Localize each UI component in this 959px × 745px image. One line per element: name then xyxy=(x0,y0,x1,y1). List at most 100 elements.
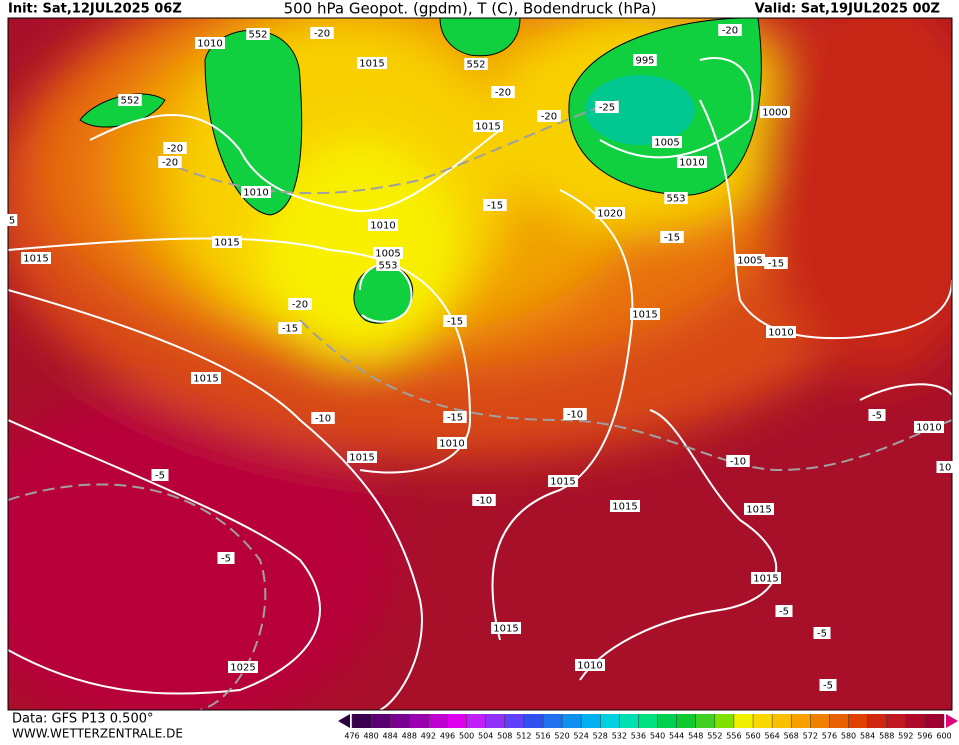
contour-label-box xyxy=(537,110,561,122)
contour-label-box xyxy=(310,27,334,39)
contour-label-box xyxy=(373,247,403,259)
contour-label-box xyxy=(491,622,521,634)
colorbar-segment xyxy=(504,714,524,728)
contour-label-box xyxy=(472,494,496,506)
colorbar-segment xyxy=(581,714,601,728)
contour-label-box xyxy=(744,503,774,515)
contour-label: 1015 xyxy=(746,505,771,516)
contour-label: -15 xyxy=(282,324,298,335)
contour-label: -20 xyxy=(162,158,178,169)
colorbar-label: 568 xyxy=(784,732,799,741)
map-frame xyxy=(7,17,953,711)
map-title: 500 hPa Geopot. (gpdm), T (C), Bodendruc… xyxy=(284,0,657,18)
contour-label: -5 xyxy=(779,607,789,618)
contour-label: 1025 xyxy=(230,663,255,674)
contour-label: 1015 xyxy=(753,574,778,585)
colorbar-segment xyxy=(600,714,620,728)
contour-label: -10 xyxy=(730,457,746,468)
contour-label-box xyxy=(347,451,377,463)
contour-label: -5 xyxy=(823,681,833,692)
colorbar-label: 480 xyxy=(363,732,378,741)
contour-label-box xyxy=(936,461,954,473)
contour-label: -20 xyxy=(722,26,738,37)
contour-label: -10 xyxy=(315,414,331,425)
colorbar-segment xyxy=(562,714,582,728)
colorbar-segment xyxy=(485,714,505,728)
contour-label-box xyxy=(246,28,270,40)
contour-label: -15 xyxy=(768,259,784,270)
contour-label-box xyxy=(775,605,793,617)
colorbar-label: 552 xyxy=(707,732,722,741)
contour-label: 1010 xyxy=(243,188,268,199)
contour-label: -20 xyxy=(292,300,308,311)
colorbar-segment xyxy=(886,714,906,728)
colorbar-segment xyxy=(829,714,849,728)
contour-label: -20 xyxy=(495,88,511,99)
contour-label-box xyxy=(726,455,750,467)
colorbar-label: 476 xyxy=(344,732,359,741)
colorbar-segment xyxy=(695,714,715,728)
colorbar-label: 524 xyxy=(574,732,589,741)
colorbar-label: 600 xyxy=(936,732,951,741)
contour-label: 1005 xyxy=(654,138,679,149)
contour-label: -15 xyxy=(664,233,680,244)
contour-label-box xyxy=(766,326,796,338)
colorbar-label: 564 xyxy=(764,732,779,741)
colorbar-label: 576 xyxy=(822,732,837,741)
colorbar-segment xyxy=(867,714,887,728)
colorbar-segment xyxy=(924,714,944,728)
colorbar-label: 560 xyxy=(745,732,760,741)
contour-label-box xyxy=(376,259,400,271)
contour-label-box xyxy=(491,86,515,98)
contour-label-box xyxy=(118,94,142,106)
contour-label-box xyxy=(813,627,831,639)
contour-label: 995 xyxy=(635,56,654,67)
contour-label: -20 xyxy=(314,29,330,40)
contour-label-box xyxy=(357,57,387,69)
contour-label: 1015 xyxy=(359,59,384,70)
website: WWW.WETTERZENTRALE.DE xyxy=(12,727,183,741)
colorbar-label: 488 xyxy=(402,732,417,741)
contour-label-box xyxy=(630,308,660,320)
colorbar-segment xyxy=(409,714,429,728)
colorbar-segment xyxy=(753,714,773,728)
contour-label-box xyxy=(595,207,625,219)
colorbar-segment xyxy=(905,714,925,728)
contour-label: 1015 xyxy=(612,502,637,513)
colorbar-label: 532 xyxy=(612,732,627,741)
contour-label-box xyxy=(437,437,467,449)
contour-label-box xyxy=(575,659,605,671)
colorbar-arrow-high xyxy=(946,714,958,728)
contour-label: 1015 xyxy=(632,310,657,321)
contour-label: 553 xyxy=(378,261,397,272)
valid-time: Valid: Sat,19JUL2025 00Z xyxy=(755,2,940,17)
data-source: Data: GFS P13 0.500° xyxy=(12,712,154,727)
contour-label: 1005 xyxy=(375,249,400,260)
colorbar-label: 596 xyxy=(917,732,932,741)
contour-label-box xyxy=(868,409,886,421)
contour-label: 1015 xyxy=(475,122,500,133)
colorbar-segment xyxy=(447,714,467,728)
contour-label: 1005 xyxy=(737,256,762,267)
contour-label-box xyxy=(191,372,221,384)
colorbar-label: 516 xyxy=(535,732,550,741)
colorbar-label: 572 xyxy=(803,732,818,741)
contour-label-box xyxy=(483,199,507,211)
contour-label: 10 xyxy=(939,463,952,474)
colorbar-label: 528 xyxy=(593,732,608,741)
contour-label: 1015 xyxy=(193,374,218,385)
contour-label-box xyxy=(751,572,781,584)
contour-label: -20 xyxy=(167,144,183,155)
contour-label-box xyxy=(764,257,788,269)
contour-label: 1010 xyxy=(439,439,464,450)
contour-label-box xyxy=(652,136,682,148)
contour-label: 1010 xyxy=(197,39,222,50)
colorbar-label: 556 xyxy=(726,732,741,741)
contour-label: 1010 xyxy=(768,328,793,339)
contour-label: 1015 xyxy=(214,238,239,249)
colorbar-label: 592 xyxy=(898,732,913,741)
colorbar-label: 520 xyxy=(554,732,569,741)
colorbar-segment xyxy=(428,714,448,728)
colorbar-segment xyxy=(371,714,391,728)
colorbar-label: 500 xyxy=(459,732,474,741)
